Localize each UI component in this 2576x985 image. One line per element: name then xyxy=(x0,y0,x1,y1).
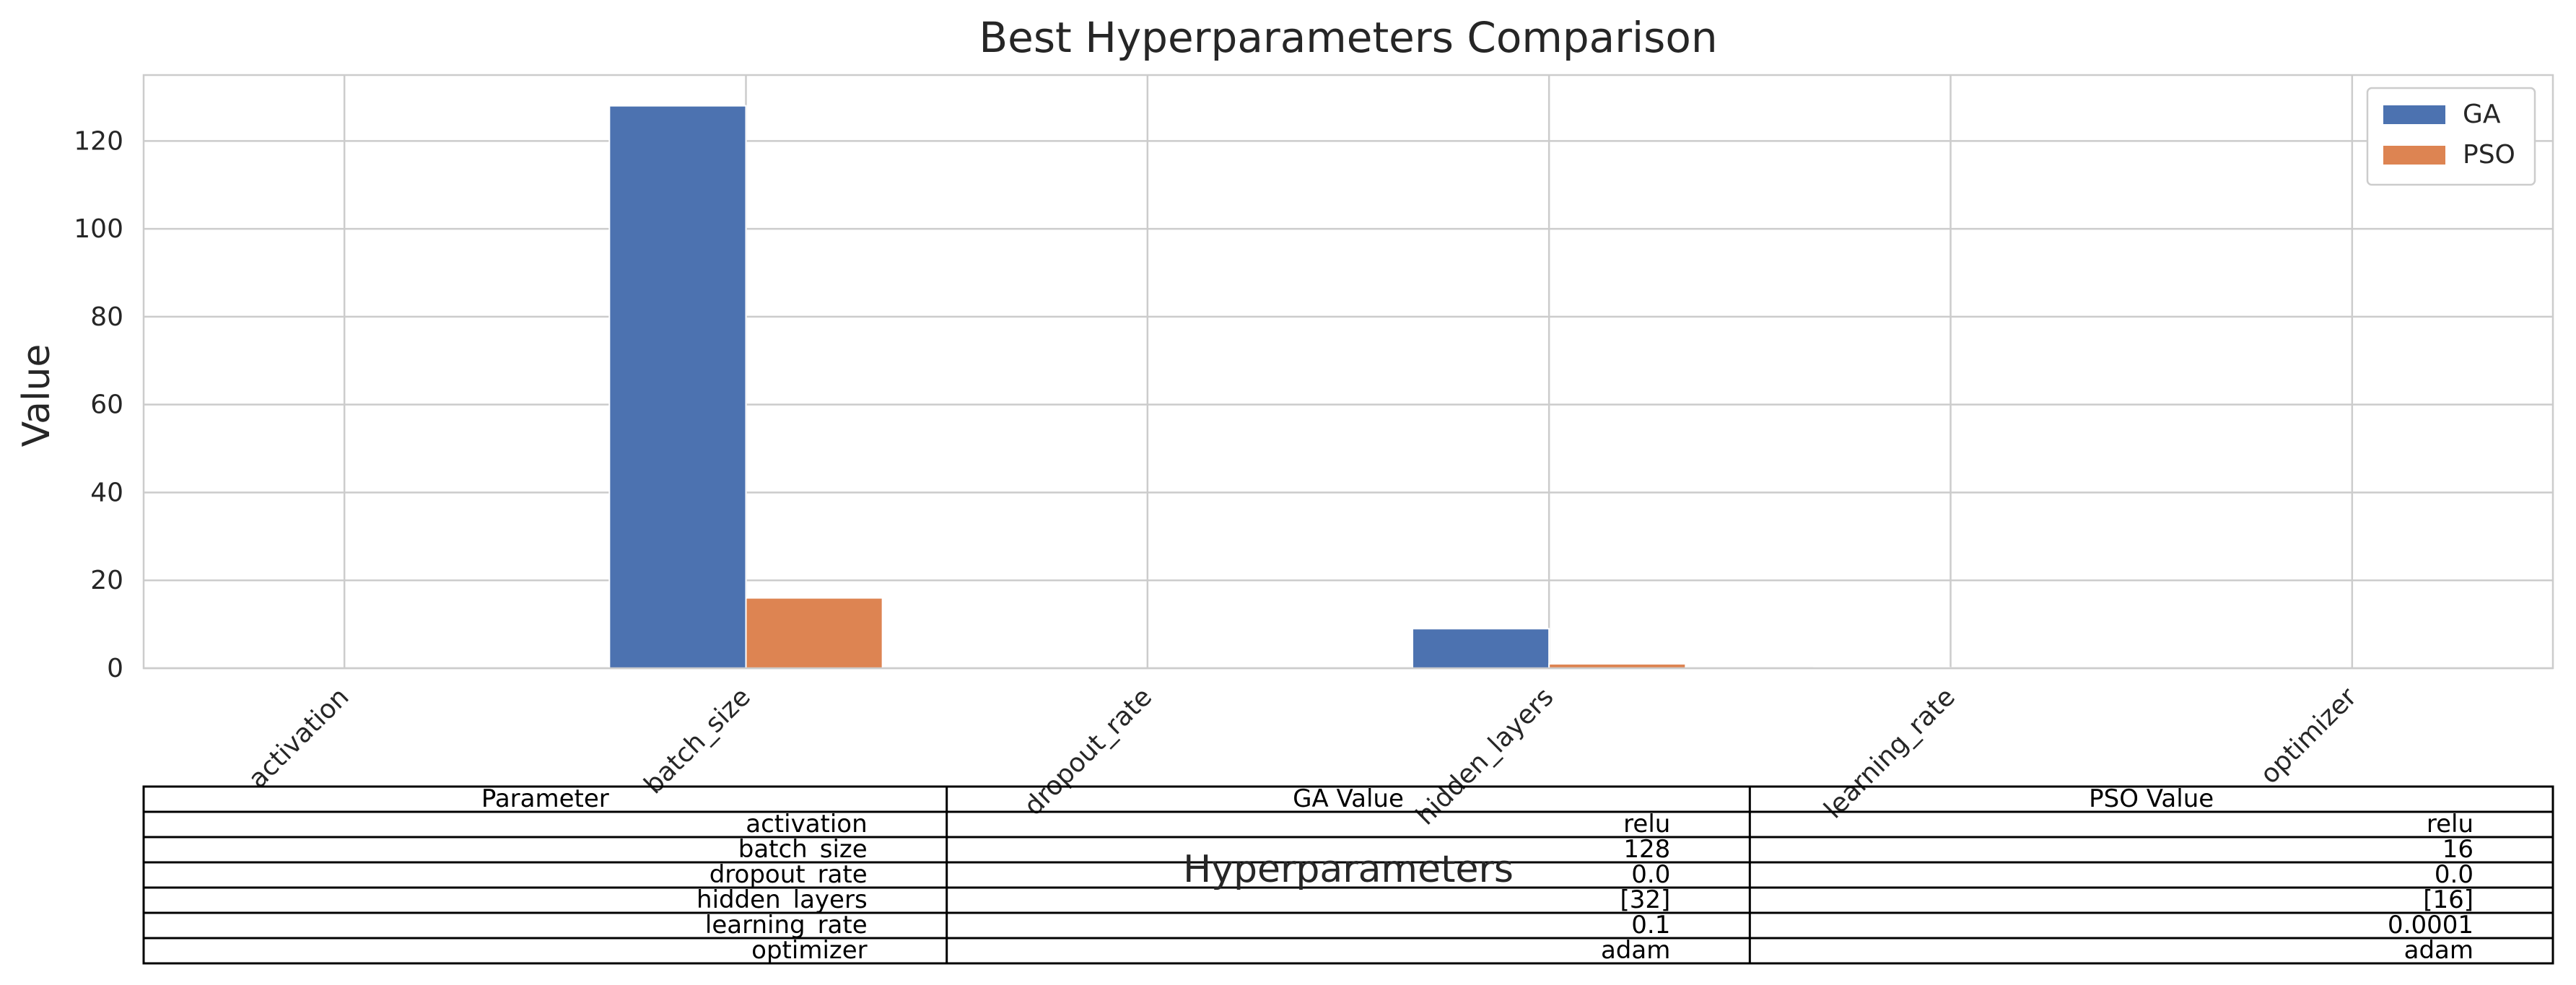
table-cell: batch_size xyxy=(738,835,868,864)
x-tick-label: activation xyxy=(243,682,354,794)
table-header-cell: Parameter xyxy=(481,784,609,813)
table-cell: dropout_rate xyxy=(710,860,868,889)
table-cell: 0.1 xyxy=(1631,911,1670,940)
y-tick-label: 100 xyxy=(74,214,123,244)
table-cell: hidden_layers xyxy=(697,885,868,914)
table-cell: adam xyxy=(1601,936,1670,965)
table-cell: relu xyxy=(2427,810,2474,839)
x-tick-label: dropout_rate xyxy=(1018,682,1158,821)
table-header-cell: PSO Value xyxy=(2089,784,2214,813)
y-ticks: 0 20 40 60 80 100 120 xyxy=(74,126,123,683)
plot-frame xyxy=(142,74,2554,670)
y-tick-label: 120 xyxy=(74,126,123,156)
table-header-cell: GA Value xyxy=(1293,784,1404,813)
x-tick-label: hidden_layers xyxy=(1410,682,1559,831)
table-cell: 128 xyxy=(1623,835,1670,864)
gridlines xyxy=(144,75,2553,670)
legend-swatch-pso xyxy=(2383,146,2445,165)
chart-title: Best Hyperparameters Comparison xyxy=(979,13,1717,62)
y-axis-label: Value xyxy=(15,344,58,447)
legend-box xyxy=(2366,87,2536,186)
legend-label-ga: GA xyxy=(2463,100,2501,129)
bars xyxy=(608,105,2088,670)
table-cell: 16 xyxy=(2442,835,2474,864)
bar-ga-hidden_layers xyxy=(1412,628,1550,670)
table-cell: adam xyxy=(2404,936,2474,965)
legend-swatch-ga xyxy=(2383,105,2445,124)
table-cell: activation xyxy=(746,810,867,839)
table-cell: 0.0001 xyxy=(2388,911,2474,940)
bar-ga-batch_size xyxy=(608,105,747,670)
x-axis-label: Hyperparameters xyxy=(1183,848,1514,891)
table-cell: 0.0 xyxy=(1631,860,1670,889)
legend-label-pso: PSO xyxy=(2463,140,2515,170)
x-tick-label: optimizer xyxy=(2255,682,2362,789)
table-cell: optimizer xyxy=(751,936,867,965)
data-table: Parameter GA Value PSO Value activation relu… xyxy=(142,784,2554,965)
legend: GA PSO xyxy=(2366,87,2536,186)
y-tick-label: 0 xyxy=(107,654,123,683)
x-tick-label: learning_rate xyxy=(1819,682,1961,824)
table-border xyxy=(142,785,2554,965)
bar-pso-batch_size xyxy=(745,597,883,669)
table-cell: [32] xyxy=(1620,885,1671,914)
table-cell: learning_rate xyxy=(705,911,868,940)
y-tick-label: 20 xyxy=(90,566,123,595)
y-tick-label: 60 xyxy=(90,390,123,420)
y-tick-label: 80 xyxy=(90,302,123,332)
x-tick-label: batch_size xyxy=(639,682,756,800)
table-cell: relu xyxy=(1623,810,1670,839)
table-cell: [16] xyxy=(2423,885,2474,914)
y-tick-label: 40 xyxy=(90,478,123,507)
table-cell: 0.0 xyxy=(2435,860,2474,889)
